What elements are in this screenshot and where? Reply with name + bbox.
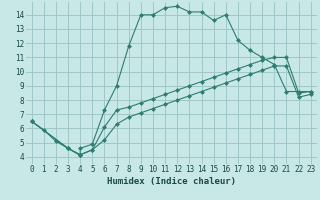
X-axis label: Humidex (Indice chaleur): Humidex (Indice chaleur)	[107, 177, 236, 186]
